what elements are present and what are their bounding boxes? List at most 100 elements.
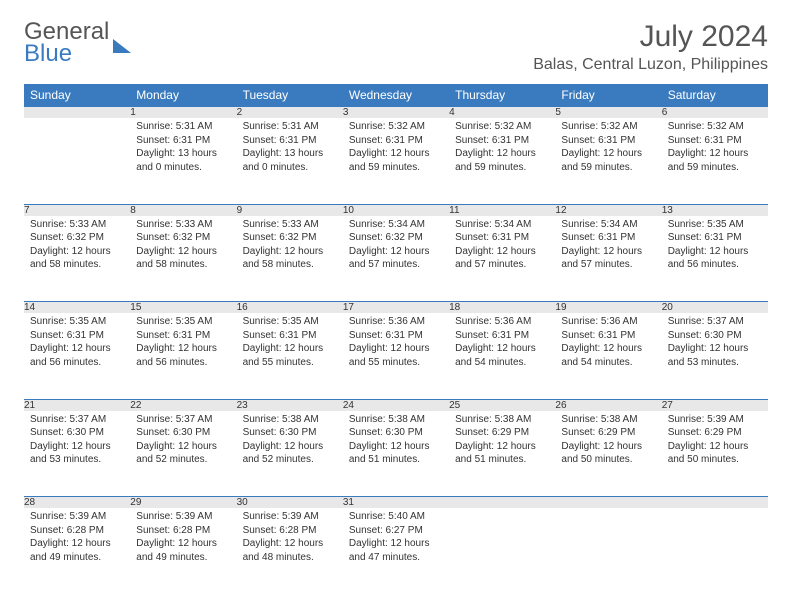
daynum-row: 28293031 [24, 497, 768, 509]
day-number: 4 [449, 107, 555, 119]
daylight-text: Daylight: 12 hours and 59 minutes. [668, 147, 762, 174]
day-number: 29 [130, 497, 236, 509]
day-body: Sunrise: 5:35 AMSunset: 6:31 PMDaylight:… [130, 313, 236, 375]
sunrise-text: Sunrise: 5:38 AM [349, 413, 443, 427]
daylight-text: Daylight: 12 hours and 56 minutes. [30, 342, 124, 369]
day-number: 5 [555, 107, 661, 119]
sunset-text: Sunset: 6:31 PM [30, 329, 124, 343]
day-cell: Sunrise: 5:32 AMSunset: 6:31 PMDaylight:… [662, 118, 768, 204]
day-body: Sunrise: 5:38 AMSunset: 6:29 PMDaylight:… [449, 411, 555, 473]
sunset-text: Sunset: 6:32 PM [243, 231, 337, 245]
sunset-text: Sunset: 6:32 PM [136, 231, 230, 245]
sunrise-text: Sunrise: 5:35 AM [136, 315, 230, 329]
day-body: Sunrise: 5:37 AMSunset: 6:30 PMDaylight:… [130, 411, 236, 473]
daylight-text: Daylight: 13 hours and 0 minutes. [136, 147, 230, 174]
empty-day-cell [662, 508, 768, 594]
day-cell: Sunrise: 5:37 AMSunset: 6:30 PMDaylight:… [24, 411, 130, 497]
weekday-header: Tuesday [237, 84, 343, 107]
day-body-row: Sunrise: 5:33 AMSunset: 6:32 PMDaylight:… [24, 216, 768, 302]
day-cell: Sunrise: 5:37 AMSunset: 6:30 PMDaylight:… [130, 411, 236, 497]
day-number: 19 [555, 302, 661, 314]
sunrise-text: Sunrise: 5:38 AM [243, 413, 337, 427]
day-cell: Sunrise: 5:38 AMSunset: 6:29 PMDaylight:… [555, 411, 661, 497]
day-body: Sunrise: 5:38 AMSunset: 6:30 PMDaylight:… [237, 411, 343, 473]
sunset-text: Sunset: 6:31 PM [455, 231, 549, 245]
daylight-text: Daylight: 12 hours and 52 minutes. [243, 440, 337, 467]
day-body-row: Sunrise: 5:37 AMSunset: 6:30 PMDaylight:… [24, 411, 768, 497]
sunset-text: Sunset: 6:27 PM [349, 524, 443, 538]
daylight-text: Daylight: 12 hours and 58 minutes. [30, 245, 124, 272]
sunrise-text: Sunrise: 5:33 AM [243, 218, 337, 232]
day-body-row: Sunrise: 5:35 AMSunset: 6:31 PMDaylight:… [24, 313, 768, 399]
day-number: 24 [343, 399, 449, 411]
sunrise-text: Sunrise: 5:31 AM [243, 120, 337, 134]
sunset-text: Sunset: 6:32 PM [349, 231, 443, 245]
daynum-row: 78910111213 [24, 204, 768, 216]
day-number: 27 [662, 399, 768, 411]
daylight-text: Daylight: 12 hours and 55 minutes. [243, 342, 337, 369]
daylight-text: Daylight: 12 hours and 48 minutes. [243, 537, 337, 564]
daylight-text: Daylight: 12 hours and 49 minutes. [30, 537, 124, 564]
sunrise-text: Sunrise: 5:39 AM [668, 413, 762, 427]
daylight-text: Daylight: 12 hours and 58 minutes. [243, 245, 337, 272]
sunset-text: Sunset: 6:31 PM [243, 134, 337, 148]
day-cell: Sunrise: 5:35 AMSunset: 6:31 PMDaylight:… [24, 313, 130, 399]
sunset-text: Sunset: 6:30 PM [243, 426, 337, 440]
daynum-row: 123456 [24, 107, 768, 119]
day-cell: Sunrise: 5:34 AMSunset: 6:31 PMDaylight:… [555, 216, 661, 302]
logo: General Blue [24, 20, 131, 66]
day-body: Sunrise: 5:40 AMSunset: 6:27 PMDaylight:… [343, 508, 449, 570]
daynum-row: 21222324252627 [24, 399, 768, 411]
daylight-text: Daylight: 13 hours and 0 minutes. [243, 147, 337, 174]
daylight-text: Daylight: 12 hours and 50 minutes. [561, 440, 655, 467]
day-cell: Sunrise: 5:37 AMSunset: 6:30 PMDaylight:… [662, 313, 768, 399]
sunset-text: Sunset: 6:30 PM [30, 426, 124, 440]
sunrise-text: Sunrise: 5:38 AM [455, 413, 549, 427]
sunset-text: Sunset: 6:31 PM [561, 329, 655, 343]
weekday-header: Sunday [24, 84, 130, 107]
sunrise-text: Sunrise: 5:33 AM [30, 218, 124, 232]
sunset-text: Sunset: 6:29 PM [455, 426, 549, 440]
day-body: Sunrise: 5:36 AMSunset: 6:31 PMDaylight:… [555, 313, 661, 375]
day-cell: Sunrise: 5:33 AMSunset: 6:32 PMDaylight:… [130, 216, 236, 302]
daylight-text: Daylight: 12 hours and 50 minutes. [668, 440, 762, 467]
day-number: 7 [24, 204, 130, 216]
day-body: Sunrise: 5:32 AMSunset: 6:31 PMDaylight:… [343, 118, 449, 180]
sunset-text: Sunset: 6:30 PM [136, 426, 230, 440]
day-cell: Sunrise: 5:32 AMSunset: 6:31 PMDaylight:… [449, 118, 555, 204]
day-body: Sunrise: 5:38 AMSunset: 6:29 PMDaylight:… [555, 411, 661, 473]
sunrise-text: Sunrise: 5:36 AM [561, 315, 655, 329]
weekday-header: Monday [130, 84, 236, 107]
day-number: 22 [130, 399, 236, 411]
sunset-text: Sunset: 6:31 PM [455, 329, 549, 343]
sunrise-text: Sunrise: 5:39 AM [136, 510, 230, 524]
sunset-text: Sunset: 6:31 PM [455, 134, 549, 148]
title-block: July 2024 Balas, Central Luzon, Philippi… [533, 20, 768, 74]
day-cell: Sunrise: 5:31 AMSunset: 6:31 PMDaylight:… [130, 118, 236, 204]
sunrise-text: Sunrise: 5:34 AM [561, 218, 655, 232]
empty-day-number [449, 497, 555, 509]
daylight-text: Daylight: 12 hours and 51 minutes. [455, 440, 549, 467]
sunrise-text: Sunrise: 5:32 AM [349, 120, 443, 134]
day-body: Sunrise: 5:33 AMSunset: 6:32 PMDaylight:… [24, 216, 130, 278]
day-body: Sunrise: 5:32 AMSunset: 6:31 PMDaylight:… [449, 118, 555, 180]
day-number: 23 [237, 399, 343, 411]
sunrise-text: Sunrise: 5:34 AM [455, 218, 549, 232]
day-cell: Sunrise: 5:31 AMSunset: 6:31 PMDaylight:… [237, 118, 343, 204]
sunset-text: Sunset: 6:28 PM [243, 524, 337, 538]
daylight-text: Daylight: 12 hours and 55 minutes. [349, 342, 443, 369]
sunset-text: Sunset: 6:30 PM [668, 329, 762, 343]
sunset-text: Sunset: 6:31 PM [136, 329, 230, 343]
day-number: 28 [24, 497, 130, 509]
day-body: Sunrise: 5:39 AMSunset: 6:28 PMDaylight:… [130, 508, 236, 570]
day-body: Sunrise: 5:39 AMSunset: 6:28 PMDaylight:… [24, 508, 130, 570]
day-cell: Sunrise: 5:38 AMSunset: 6:30 PMDaylight:… [237, 411, 343, 497]
day-body: Sunrise: 5:35 AMSunset: 6:31 PMDaylight:… [662, 216, 768, 278]
day-body: Sunrise: 5:35 AMSunset: 6:31 PMDaylight:… [237, 313, 343, 375]
sunrise-text: Sunrise: 5:32 AM [668, 120, 762, 134]
day-cell: Sunrise: 5:36 AMSunset: 6:31 PMDaylight:… [343, 313, 449, 399]
sunset-text: Sunset: 6:32 PM [30, 231, 124, 245]
sunset-text: Sunset: 6:30 PM [349, 426, 443, 440]
day-body: Sunrise: 5:39 AMSunset: 6:29 PMDaylight:… [662, 411, 768, 473]
sunset-text: Sunset: 6:31 PM [561, 134, 655, 148]
